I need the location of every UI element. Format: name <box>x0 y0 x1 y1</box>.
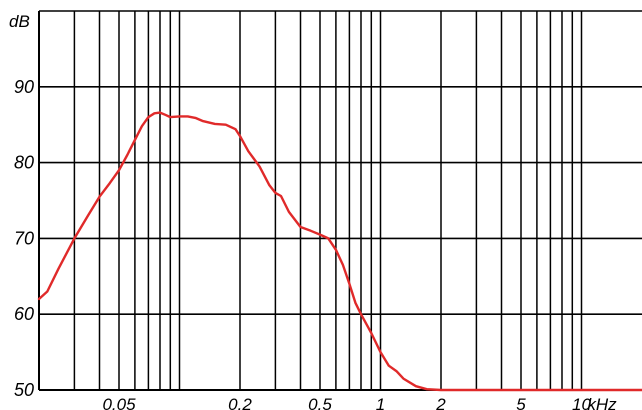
x-tick-label: 2 <box>435 395 446 410</box>
x-unit-label: kHz <box>587 395 617 410</box>
y-tick-label: 50 <box>14 380 34 400</box>
y-tick-label: 80 <box>14 153 34 173</box>
x-tick-label: 1 <box>376 395 385 410</box>
x-tick-labels: 0.05 0.2 0.5 1 2 5 10 <box>102 395 591 410</box>
response-curve <box>37 111 642 392</box>
y-tick-label: 60 <box>14 304 34 324</box>
x-tick-label: 5 <box>516 395 526 410</box>
x-tick-label: 10 <box>572 395 591 410</box>
x-tick-label: 0.2 <box>228 395 252 410</box>
y-tick-label: 70 <box>14 228 34 248</box>
x-tick-label: 0.05 <box>102 395 136 410</box>
plot-background <box>39 11 642 390</box>
y-tick-label: 90 <box>14 77 34 97</box>
y-axis-label: dB <box>9 12 30 31</box>
y-tick-labels: 50 60 70 80 90 <box>14 77 34 400</box>
x-tick-label: 0.5 <box>308 395 332 410</box>
vertical-grid <box>73 11 583 390</box>
